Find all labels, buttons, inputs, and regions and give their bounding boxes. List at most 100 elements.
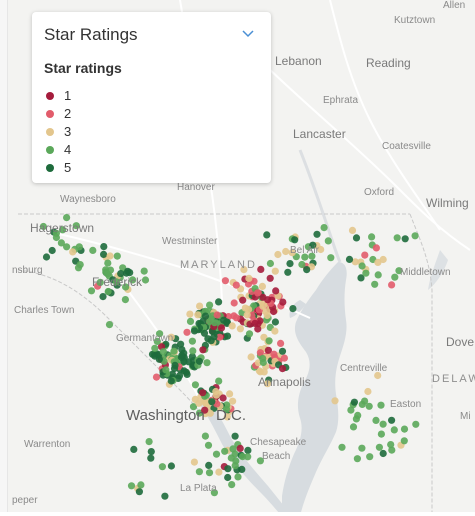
rating-marker-3[interactable]: [274, 250, 282, 259]
rating-marker-5[interactable]: [208, 398, 216, 406]
rating-marker-4[interactable]: [395, 267, 403, 275]
rating-marker-1[interactable]: [199, 389, 207, 397]
rating-marker-5[interactable]: [188, 353, 196, 361]
rating-marker-4[interactable]: [170, 347, 178, 355]
rating-marker-4[interactable]: [211, 319, 219, 327]
rating-marker-4[interactable]: [104, 287, 112, 296]
rating-marker-4[interactable]: [301, 253, 309, 261]
rating-marker-4[interactable]: [158, 463, 166, 471]
rating-marker-1[interactable]: [239, 296, 247, 304]
rating-marker-1[interactable]: [279, 298, 287, 306]
rating-marker-2[interactable]: [372, 244, 380, 252]
rating-marker-1[interactable]: [251, 319, 259, 327]
rating-marker-3[interactable]: [271, 267, 279, 275]
rating-marker-3[interactable]: [229, 397, 237, 405]
rating-marker-4[interactable]: [129, 276, 137, 284]
rating-marker-4[interactable]: [239, 453, 247, 461]
rating-marker-1[interactable]: [278, 365, 287, 373]
rating-marker-5[interactable]: [100, 250, 108, 258]
rating-marker-3[interactable]: [364, 387, 372, 396]
rating-marker-4[interactable]: [347, 406, 355, 414]
rating-marker-2[interactable]: [361, 251, 369, 259]
rating-marker-5[interactable]: [223, 318, 231, 326]
rating-marker-4[interactable]: [222, 405, 231, 413]
rating-marker-4[interactable]: [212, 450, 221, 458]
rating-marker-2[interactable]: [277, 339, 285, 347]
rating-marker-4[interactable]: [113, 252, 121, 260]
rating-marker-5[interactable]: [147, 448, 155, 456]
rating-marker-3[interactable]: [167, 333, 175, 341]
rating-marker-4[interactable]: [244, 453, 252, 461]
rating-marker-5[interactable]: [195, 357, 203, 365]
rating-marker-4[interactable]: [141, 276, 150, 284]
rating-marker-3[interactable]: [240, 266, 248, 274]
rating-marker-5[interactable]: [42, 253, 51, 261]
rating-marker-3[interactable]: [351, 258, 359, 266]
rating-marker-4[interactable]: [63, 214, 71, 222]
rating-marker-5[interactable]: [205, 461, 213, 469]
rating-marker-3[interactable]: [243, 311, 251, 319]
rating-marker-2[interactable]: [221, 277, 229, 285]
rating-marker-4[interactable]: [366, 453, 374, 461]
rating-marker-5[interactable]: [284, 268, 292, 276]
rating-marker-4[interactable]: [159, 348, 167, 356]
rating-marker-4[interactable]: [308, 252, 316, 260]
rating-marker-4[interactable]: [52, 229, 61, 237]
rating-marker-4[interactable]: [201, 432, 209, 440]
rating-marker-4[interactable]: [229, 445, 237, 453]
rating-marker-5[interactable]: [215, 298, 223, 306]
rating-marker-5[interactable]: [289, 305, 297, 313]
rating-marker-4[interactable]: [59, 226, 67, 234]
rating-marker-5[interactable]: [238, 465, 246, 473]
rating-marker-4[interactable]: [87, 287, 96, 295]
rating-marker-3[interactable]: [282, 247, 290, 256]
rating-marker-1[interactable]: [266, 274, 274, 282]
rating-marker-4[interactable]: [256, 457, 264, 465]
rating-marker-4[interactable]: [189, 403, 198, 411]
rating-marker-4[interactable]: [358, 262, 366, 270]
rating-marker-4[interactable]: [227, 454, 235, 462]
rating-marker-4[interactable]: [327, 254, 335, 262]
rating-marker-4[interactable]: [349, 423, 358, 431]
rating-marker-3[interactable]: [379, 255, 387, 264]
rating-marker-5[interactable]: [231, 432, 239, 440]
rating-marker-4[interactable]: [387, 441, 395, 449]
rating-marker-5[interactable]: [200, 329, 209, 337]
rating-marker-4[interactable]: [112, 278, 120, 286]
rating-marker-2[interactable]: [232, 281, 240, 289]
rating-marker-4[interactable]: [205, 469, 214, 477]
rating-marker-3[interactable]: [271, 327, 279, 335]
rating-marker-5[interactable]: [345, 255, 354, 263]
rating-marker-4[interactable]: [221, 447, 229, 455]
rating-marker-4[interactable]: [72, 222, 80, 230]
rating-marker-5[interactable]: [379, 449, 387, 458]
rating-marker-4[interactable]: [153, 337, 161, 345]
rating-marker-4[interactable]: [151, 344, 159, 352]
rating-marker-5[interactable]: [100, 243, 108, 251]
rating-marker-3[interactable]: [196, 302, 204, 310]
rating-marker-4[interactable]: [377, 430, 385, 438]
rating-marker-5[interactable]: [303, 266, 311, 274]
rating-marker-1[interactable]: [199, 346, 207, 354]
rating-marker-3[interactable]: [374, 371, 382, 380]
legend-header[interactable]: Star Ratings: [44, 22, 261, 46]
rating-marker-5[interactable]: [357, 274, 365, 282]
rating-marker-3[interactable]: [263, 311, 271, 320]
rating-marker-4[interactable]: [353, 455, 361, 463]
rating-marker-1[interactable]: [254, 325, 262, 333]
rating-marker-4[interactable]: [372, 416, 380, 424]
rating-marker-5[interactable]: [388, 416, 396, 424]
rating-marker-4[interactable]: [39, 222, 48, 231]
rating-marker-5[interactable]: [177, 340, 185, 348]
rating-marker-4[interactable]: [259, 358, 267, 367]
rating-marker-5[interactable]: [201, 312, 210, 320]
rating-marker-3[interactable]: [288, 249, 296, 257]
rating-marker-5[interactable]: [147, 454, 155, 462]
rating-marker-4[interactable]: [377, 401, 385, 409]
rating-marker-1[interactable]: [272, 287, 280, 295]
rating-marker-3[interactable]: [245, 274, 253, 282]
rating-marker-5[interactable]: [352, 234, 361, 242]
rating-marker-5[interactable]: [291, 236, 299, 244]
rating-marker-3[interactable]: [260, 333, 268, 341]
rating-marker-4[interactable]: [338, 443, 346, 451]
